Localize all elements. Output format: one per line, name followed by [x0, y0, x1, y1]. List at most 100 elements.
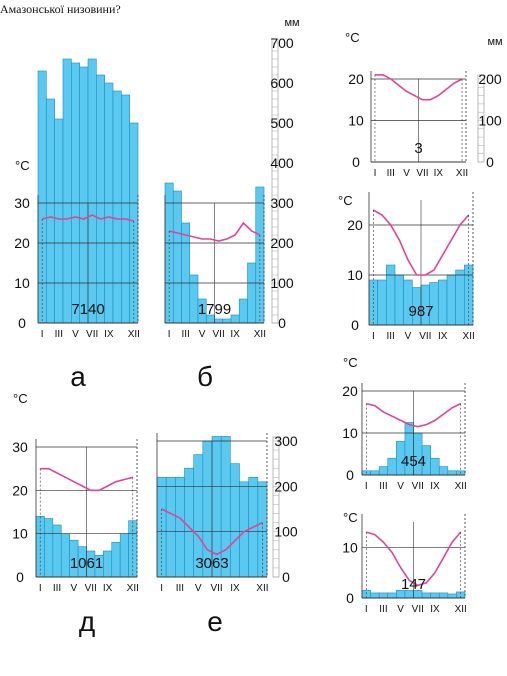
month-tick-label: IX — [230, 583, 240, 594]
temp-tick-label: 10 — [14, 275, 30, 291]
annual-total-label: 3063 — [195, 555, 228, 572]
precip-bar — [111, 542, 121, 578]
precip-bar — [189, 274, 199, 324]
month-tick-label: V — [403, 168, 410, 179]
temperature-line — [40, 467, 133, 492]
month-tick-label: V — [397, 604, 404, 615]
month-tick-label: IX — [430, 481, 440, 492]
precip-bar — [377, 279, 387, 326]
annual-total-label: 1799 — [198, 301, 231, 318]
month-tick-label: VII — [412, 481, 424, 492]
month-tick-label: I — [160, 583, 163, 594]
precip-bar — [128, 520, 138, 578]
precip-bar — [214, 318, 224, 324]
precip-bar — [438, 466, 449, 476]
month-tick-label: III — [386, 331, 394, 342]
precip-bar — [184, 467, 194, 578]
month-tick-label: XII — [128, 329, 140, 340]
header-text: Амазонської низовини? — [0, 2, 121, 16]
precip-ruler — [272, 436, 280, 578]
temp-tick-label: 0 — [346, 590, 354, 606]
precip-bar — [54, 118, 64, 324]
month-tick-label: I — [365, 481, 368, 492]
precip-tick-label: 300 — [270, 195, 294, 211]
precip-tick-label: 200 — [270, 235, 294, 251]
panel-label: а — [70, 361, 86, 392]
temp-tick-label: 20 — [12, 482, 28, 498]
precip-bar — [378, 466, 389, 476]
precip-bar — [121, 94, 130, 324]
temperature-line — [41, 214, 135, 222]
precip-bar — [438, 592, 449, 599]
temp-unit-label: °C — [15, 158, 30, 173]
precip-tick-label: 0 — [486, 154, 494, 170]
month-tick-label: XII — [256, 583, 268, 594]
precip-unit-label: мм — [284, 17, 299, 29]
month-tick-label: I — [372, 331, 375, 342]
month-tick-label: I — [374, 168, 377, 179]
temp-tick-label: 0 — [346, 467, 354, 483]
precip-bar — [370, 592, 380, 599]
month-tick-label: VII — [85, 583, 97, 594]
month-tick-label: III — [176, 583, 184, 594]
panel-label: б — [197, 361, 213, 392]
temperature-line — [161, 508, 263, 556]
temp-tick-label: 20 — [14, 235, 30, 251]
precip-tick-label: 100 — [270, 275, 294, 291]
month-tick-label: IX — [230, 329, 240, 340]
precip-bar — [112, 90, 122, 324]
month-tick-label: VII — [416, 168, 428, 179]
month-tick-label: III — [181, 329, 189, 340]
month-tick-label: IX — [104, 329, 114, 340]
precip-bar — [172, 190, 182, 324]
temp-unit-label: °C — [343, 510, 358, 525]
precip-tick-label: 700 — [270, 35, 294, 51]
month-tick-label: VII — [210, 583, 222, 594]
precip-bar — [46, 98, 55, 324]
precip-tick-label: 400 — [270, 155, 294, 171]
precip-bar — [378, 592, 389, 599]
month-tick-label: V — [397, 481, 404, 492]
temp-tick-label: 0 — [351, 317, 359, 333]
temp-unit-label: °C — [343, 355, 358, 370]
temp-tick-label: 20 — [347, 217, 363, 233]
chart-z — [361, 514, 466, 599]
precip-bar — [44, 518, 54, 578]
month-tick-label: V — [72, 329, 79, 340]
precip-bar — [175, 476, 185, 578]
precip-bar — [119, 533, 129, 578]
precip-tick-label: 300 — [274, 433, 298, 449]
precip-bar — [387, 592, 397, 599]
precip-tick-label: 0 — [282, 569, 290, 585]
temp-unit-label: °C — [13, 391, 28, 406]
month-tick-label: I — [39, 583, 42, 594]
month-tick-label: V — [199, 329, 206, 340]
chart-b — [164, 38, 279, 324]
month-tick-label: I — [365, 604, 368, 615]
month-tick-label: IX — [438, 331, 448, 342]
chart-g — [368, 192, 474, 326]
precip-bar — [421, 592, 431, 599]
month-tick-label: XII — [463, 331, 475, 342]
precip-bar — [387, 457, 397, 476]
precip-unit-label: мм — [487, 36, 502, 48]
temp-tick-label: 20 — [342, 383, 358, 399]
month-tick-label: VII — [213, 329, 225, 340]
precip-tick-label: 100 — [478, 113, 502, 129]
precip-bar — [230, 314, 240, 324]
month-tick-label: IX — [434, 168, 444, 179]
precip-bar — [71, 62, 80, 324]
precip-bar — [79, 66, 89, 324]
temp-tick-label: 10 — [12, 526, 28, 542]
temp-tick-label: 20 — [348, 71, 364, 87]
precip-bar — [455, 269, 465, 326]
precip-bar — [222, 318, 232, 324]
month-tick-label: III — [379, 604, 387, 615]
precip-bar — [386, 264, 396, 326]
precip-bar — [247, 262, 257, 324]
temp-unit-label: °C — [345, 30, 360, 45]
precip-bar — [430, 592, 440, 599]
month-tick-label: III — [387, 168, 395, 179]
temperature-line — [168, 221, 261, 242]
